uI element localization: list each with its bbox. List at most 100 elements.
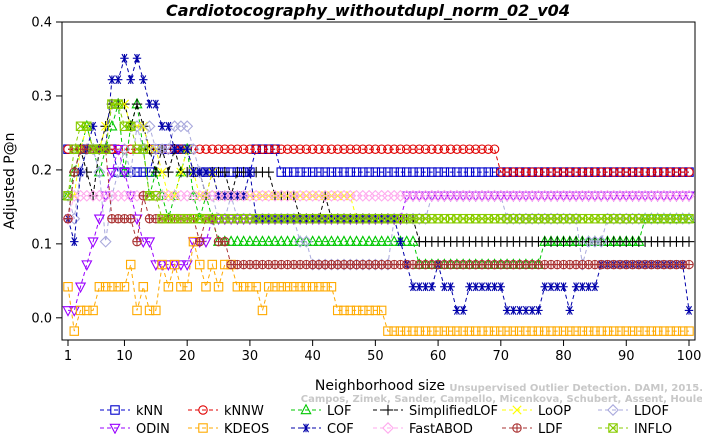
point-knnw bbox=[571, 167, 581, 177]
point-cof bbox=[70, 237, 79, 247]
point-kdeos bbox=[307, 282, 318, 292]
point-cof bbox=[120, 53, 129, 63]
point-knnw bbox=[326, 144, 337, 154]
point-cof bbox=[578, 282, 587, 292]
point-kdeos bbox=[677, 326, 688, 336]
point-cof bbox=[396, 237, 405, 247]
point-kdeos bbox=[408, 326, 418, 336]
y-tick-label: 0.0 bbox=[31, 311, 52, 326]
point-ldof bbox=[595, 235, 608, 248]
point-knnw bbox=[63, 144, 73, 154]
point-knnw bbox=[527, 167, 537, 177]
point-cof bbox=[113, 75, 123, 85]
point-kdeos bbox=[521, 326, 531, 336]
point-lof bbox=[332, 235, 344, 246]
point-lof bbox=[401, 235, 413, 246]
point-kdeos bbox=[182, 282, 192, 292]
point-kdeos bbox=[684, 326, 694, 336]
point-knnw bbox=[533, 167, 544, 177]
point-kdeos bbox=[558, 326, 569, 336]
y-tick-label: 0.3 bbox=[31, 89, 52, 104]
point-knnw bbox=[565, 167, 575, 177]
point-kdeos bbox=[351, 305, 362, 316]
point-lof bbox=[319, 235, 331, 246]
point-simplifiedlof bbox=[683, 236, 695, 247]
point-kdeos bbox=[621, 326, 632, 336]
legend-marker bbox=[512, 423, 522, 433]
point-knn bbox=[370, 167, 381, 177]
point-kdeos bbox=[671, 326, 682, 336]
point-knnw bbox=[470, 144, 481, 154]
x-axis-label: Neighborhood size bbox=[315, 378, 445, 394]
point-knn bbox=[326, 167, 337, 177]
point-simplifiedlof bbox=[263, 166, 274, 178]
point-lof bbox=[256, 235, 269, 246]
point-kdeos bbox=[100, 282, 111, 292]
point-knnw bbox=[332, 144, 343, 154]
point-knn bbox=[358, 167, 368, 177]
point-kdeos bbox=[452, 326, 462, 336]
point-knnw bbox=[220, 144, 230, 154]
point-knnw bbox=[508, 167, 519, 177]
point-knnw bbox=[245, 144, 255, 154]
legend-label: INFLO bbox=[634, 422, 672, 434]
point-knn bbox=[289, 167, 299, 177]
point-odin bbox=[112, 144, 124, 156]
point-cof bbox=[477, 282, 487, 292]
legend-item-odin: ODIN bbox=[100, 422, 170, 434]
point-kdeos bbox=[276, 282, 287, 292]
point-kdeos bbox=[282, 282, 293, 292]
point-ldf bbox=[125, 213, 136, 224]
point-knnw bbox=[427, 144, 437, 154]
point-knnw bbox=[577, 167, 588, 177]
point-knn bbox=[414, 167, 425, 177]
legend-marker bbox=[608, 423, 618, 433]
point-kdeos bbox=[163, 282, 174, 292]
point-lof bbox=[325, 235, 338, 246]
point-knnw bbox=[270, 144, 280, 154]
point-lof bbox=[407, 235, 419, 246]
point-cof bbox=[145, 99, 154, 109]
point-kdeos bbox=[508, 326, 519, 336]
point-odin bbox=[93, 214, 105, 226]
point-kdeos bbox=[527, 326, 537, 336]
point-knn bbox=[477, 167, 487, 177]
point-kdeos bbox=[602, 326, 613, 336]
point-knnw bbox=[627, 167, 638, 177]
legend-label: ODIN bbox=[136, 422, 170, 434]
point-ldof bbox=[300, 235, 313, 248]
point-knnw bbox=[226, 144, 236, 154]
point-knnw bbox=[615, 167, 625, 177]
point-odin bbox=[143, 237, 156, 249]
point-kdeos bbox=[433, 326, 443, 336]
point-kdeos bbox=[169, 259, 180, 270]
point-inflo bbox=[151, 191, 161, 201]
point-lof bbox=[281, 235, 294, 246]
point-lof bbox=[382, 235, 394, 246]
watermark-line-1: Unsupervised Outlier Detection. DAMI, 20… bbox=[449, 383, 702, 394]
point-knn bbox=[489, 167, 500, 177]
point-kdeos bbox=[320, 282, 330, 292]
point-kdeos bbox=[113, 282, 123, 292]
legend-item-ldof: LDOF bbox=[598, 404, 669, 419]
point-knnw bbox=[452, 144, 462, 154]
point-knn bbox=[332, 167, 343, 177]
point-knnw bbox=[289, 144, 299, 154]
x-tick-label: 30 bbox=[242, 349, 259, 364]
point-kdeos bbox=[627, 326, 638, 336]
point-kdeos bbox=[339, 305, 349, 316]
point-knn bbox=[301, 167, 312, 177]
point-knnw bbox=[634, 167, 644, 177]
point-kdeos bbox=[389, 326, 399, 336]
point-knnw bbox=[445, 144, 456, 154]
point-simplifiedlof bbox=[150, 166, 162, 178]
point-knnw bbox=[263, 144, 274, 154]
point-knn bbox=[314, 167, 324, 177]
point-knnw bbox=[590, 167, 600, 177]
point-ldof bbox=[193, 166, 206, 179]
point-cof bbox=[559, 282, 568, 292]
point-kdeos bbox=[345, 305, 356, 316]
point-kdeos bbox=[270, 282, 280, 292]
point-knn bbox=[132, 167, 142, 177]
point-knnw bbox=[552, 167, 563, 177]
